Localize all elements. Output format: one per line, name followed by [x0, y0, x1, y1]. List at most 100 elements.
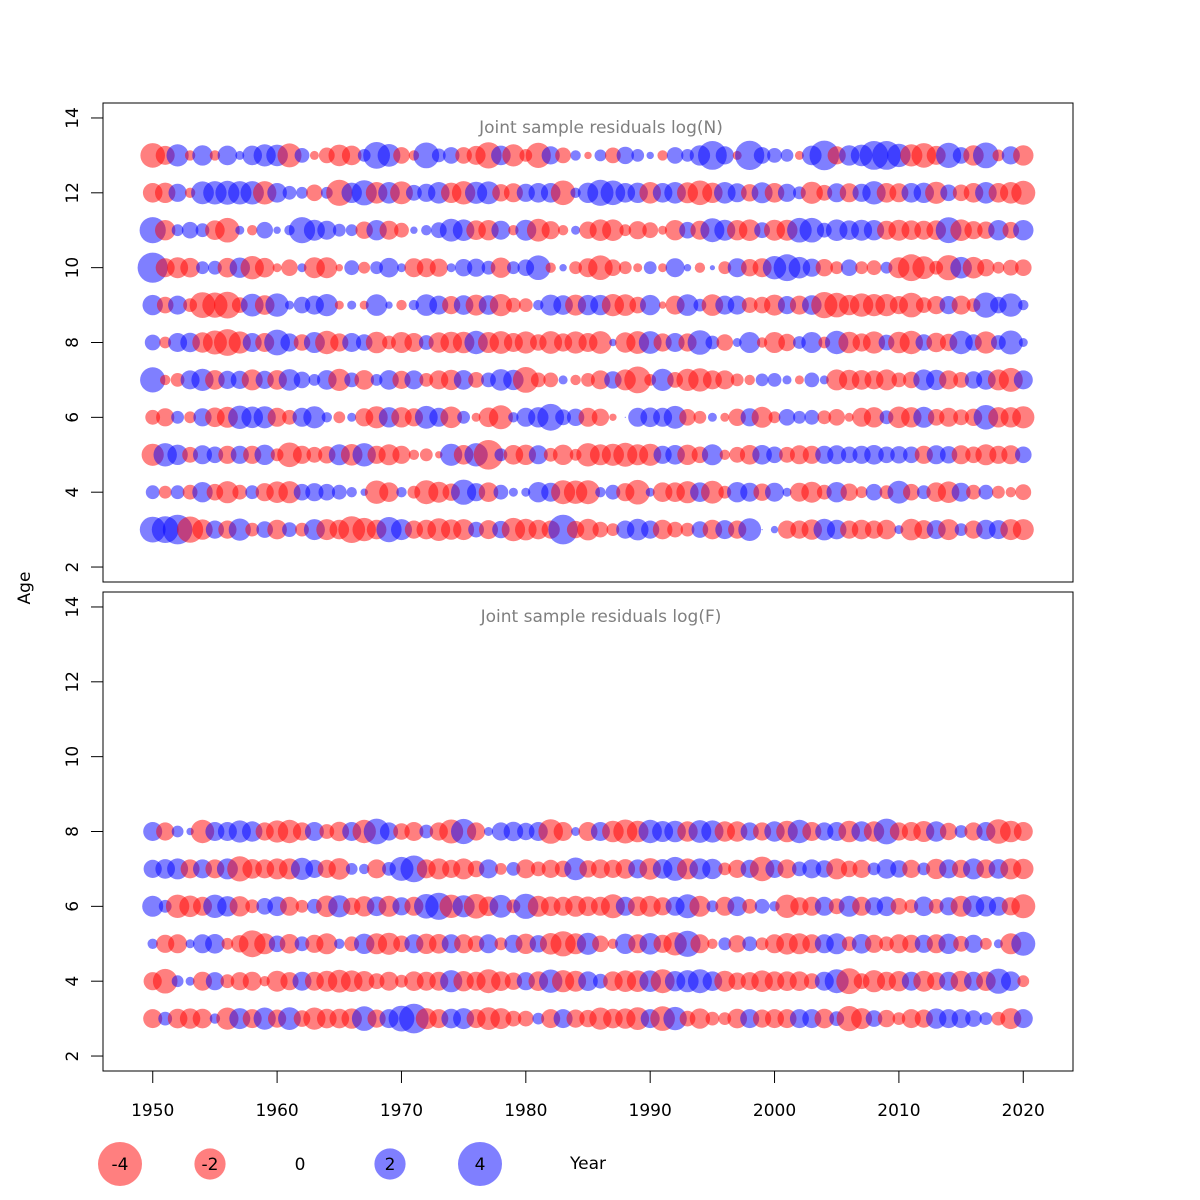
residual-bubble: [272, 263, 282, 273]
residual-bubble: [840, 483, 858, 501]
residual-bubble: [396, 487, 407, 498]
residual-bubble: [951, 445, 971, 465]
residual-bubble: [999, 293, 1023, 317]
residual-bubble: [609, 413, 617, 421]
residual-bubble: [245, 485, 260, 500]
residual-bubble: [156, 822, 175, 841]
x-tick-label: 2010: [877, 1101, 920, 1121]
residual-bubble: [532, 1012, 545, 1025]
residual-bubble: [505, 1010, 522, 1027]
residual-bubble: [166, 144, 189, 167]
residual-bubble: [828, 409, 845, 426]
residual-bubble: [892, 1012, 906, 1025]
y-tick-label: 10: [63, 257, 83, 279]
residual-bubble: [454, 259, 473, 277]
residual-bubble: [862, 331, 886, 354]
residual-bubble: [605, 147, 621, 164]
residual-bubble: [715, 146, 734, 165]
residual-bubble: [140, 367, 166, 393]
residual-bubble: [926, 332, 946, 353]
residual-bubble: [507, 261, 520, 275]
residual-bubble: [508, 487, 518, 497]
residual-bubble: [951, 482, 971, 502]
residual-bubble: [1013, 1009, 1033, 1029]
residual-bubble: [595, 487, 606, 498]
residual-bubble: [518, 298, 533, 312]
residual-bubble: [646, 151, 654, 160]
residual-bubble: [865, 483, 883, 501]
residual-bubble: [866, 260, 882, 276]
residual-bubble: [1012, 406, 1035, 429]
residual-bubble: [488, 405, 513, 430]
residual-bubble: [379, 257, 399, 278]
x-tick-label: 2020: [1002, 1101, 1045, 1121]
residual-bubble: [844, 412, 854, 422]
residual-bubble: [377, 144, 401, 167]
residual-bubble: [180, 257, 200, 278]
residual-bubble: [707, 938, 718, 949]
residual-bubble: [171, 410, 185, 424]
residual-bubble: [446, 263, 456, 273]
residual-bubble: [506, 297, 521, 313]
residual-bubble: [1015, 484, 1032, 501]
y-tick-label: 12: [63, 182, 83, 204]
residual-bubble: [145, 485, 160, 500]
residual-bubble: [305, 483, 324, 502]
residual-bubble: [521, 487, 531, 497]
residual-bubble: [998, 330, 1023, 355]
residual-bubble: [913, 406, 935, 428]
residual-bubble: [392, 445, 411, 464]
residual-bubble: [530, 372, 546, 388]
residual-bubble: [867, 862, 881, 876]
residual-bubble: [802, 445, 821, 464]
residual-bubble: [719, 449, 730, 460]
residual-bubble: [938, 519, 960, 541]
y-tick-label: 6: [63, 901, 83, 912]
residual-bubble: [321, 412, 332, 423]
residual-bubble: [328, 895, 351, 918]
residual-bubble: [170, 485, 185, 500]
residual-bubble: [181, 221, 199, 239]
residual-bubble: [616, 146, 634, 165]
x-tick-label: 1980: [504, 1101, 547, 1121]
residual-bubble: [687, 330, 713, 355]
residual-bubble: [292, 445, 312, 464]
residual-bubble: [491, 220, 511, 240]
residual-bubble: [840, 259, 858, 277]
residual-bubble: [345, 863, 358, 875]
residual-bubble: [827, 445, 847, 465]
residual-bubble: [890, 446, 908, 464]
residual-bubble: [928, 898, 944, 914]
y-tick-label: 2: [63, 1051, 83, 1062]
residual-bubble: [514, 331, 537, 354]
residual-bubble: [220, 974, 235, 989]
residual-bubble: [168, 295, 188, 315]
residual-bubble: [494, 448, 508, 462]
residual-bubble: [453, 858, 475, 880]
residual-bubble: [342, 333, 362, 352]
residual-bubble: [852, 859, 871, 879]
residual-bubble: [229, 896, 250, 917]
residual-bubble: [553, 822, 573, 841]
residual-bubble: [614, 294, 637, 316]
residual-bubble: [814, 1008, 835, 1029]
residual-bubble: [489, 894, 513, 918]
residual-bubble: [1002, 259, 1019, 276]
y-tick-label: 6: [63, 412, 83, 423]
residual-bubble: [294, 936, 310, 952]
residual-bubble: [537, 403, 565, 431]
residual-bubble: [992, 485, 1005, 499]
residual-bubble: [228, 518, 251, 541]
residual-bubble: [473, 440, 504, 470]
residual-bubble: [658, 301, 667, 309]
residual-bubble: [247, 225, 258, 236]
residual-bubble: [205, 934, 225, 954]
residual-bubble: [295, 899, 309, 913]
residual-bubble: [926, 445, 946, 465]
residual-bubble: [891, 372, 907, 388]
residual-bubble: [428, 481, 450, 503]
residual-bubble: [1011, 180, 1036, 205]
residual-bubble: [851, 1008, 873, 1030]
residual-bubble: [346, 487, 357, 498]
residual-bubble: [584, 151, 592, 160]
